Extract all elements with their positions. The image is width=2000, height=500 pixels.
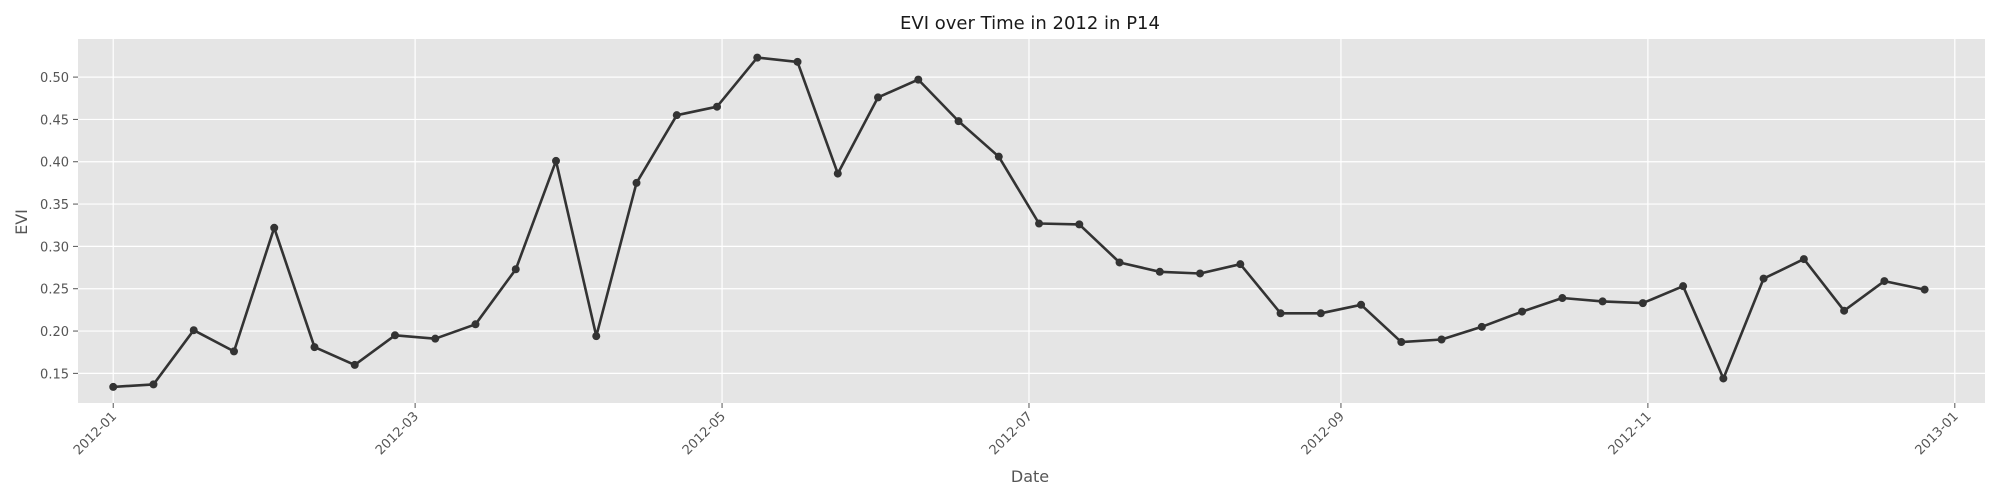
y-axis-ticks: 0.15 0.20 0.25 0.30 0.35 0.40 0.45 0.50 [40, 71, 78, 382]
data-point [1276, 309, 1285, 318]
data-point [1236, 260, 1245, 269]
y-tick-label: 0.20 [40, 325, 69, 340]
plot-area [78, 39, 1985, 403]
x-tick-label: 2012-01 [71, 409, 120, 458]
data-point [914, 75, 923, 84]
data-point [592, 332, 601, 341]
data-point [1598, 297, 1607, 306]
data-point [1115, 258, 1124, 267]
data-point [1035, 219, 1044, 228]
data-point [350, 360, 359, 369]
data-point [310, 343, 319, 352]
data-point [1880, 277, 1889, 286]
data-point [1518, 307, 1527, 316]
y-tick-label: 0.40 [40, 156, 69, 171]
x-tick-label: 2012-11 [1606, 409, 1655, 458]
data-point [713, 102, 722, 111]
data-point [1437, 335, 1446, 344]
x-axis-ticks: 2012-01 2012-03 2012-05 2012-07 2012-09 2012-… [71, 403, 1962, 458]
data-point [1357, 300, 1366, 309]
data-point [833, 169, 842, 178]
data-point [431, 334, 440, 343]
data-point [1397, 338, 1406, 347]
x-tick-label: 2012-09 [1299, 409, 1348, 458]
data-point [1759, 274, 1768, 283]
x-tick-label: 2012-03 [373, 409, 422, 458]
grid-lines [78, 39, 1985, 403]
data-point [1558, 294, 1567, 303]
data-point [1316, 309, 1325, 318]
y-tick-label: 0.30 [40, 240, 69, 255]
data-point [1920, 285, 1929, 294]
series [109, 53, 1929, 391]
data-point [229, 347, 238, 356]
data-point [1719, 374, 1728, 383]
data-point [672, 111, 681, 120]
x-tick-label: 2012-05 [680, 409, 729, 458]
data-point [632, 178, 641, 187]
data-point [1075, 220, 1084, 229]
data-point [1638, 299, 1647, 308]
data-point [189, 326, 198, 335]
data-point [1196, 269, 1205, 278]
data-point [471, 320, 480, 329]
y-tick-label: 0.45 [40, 113, 69, 128]
y-tick-label: 0.50 [40, 71, 69, 86]
chart-title: EVI over Time in 2012 in P14 [900, 13, 1160, 34]
data-point [994, 152, 1003, 161]
y-axis-label: EVI [12, 209, 31, 235]
series-line [113, 56, 1925, 389]
data-point [149, 380, 158, 389]
x-tick-label: 2013-01 [1913, 409, 1962, 458]
data-point [874, 93, 883, 102]
data-point [511, 265, 520, 274]
data-point [270, 223, 279, 232]
data-point [1477, 322, 1486, 331]
data-point [390, 331, 399, 340]
data-point [109, 382, 118, 391]
data-point [1679, 282, 1688, 291]
x-axis-label: Date [1011, 467, 1049, 486]
data-point [954, 117, 963, 126]
data-point [793, 57, 802, 66]
data-point [1155, 267, 1164, 276]
data-point [753, 53, 762, 62]
data-point [552, 156, 561, 165]
y-tick-label: 0.15 [40, 367, 69, 382]
x-tick-label: 2012-07 [987, 409, 1036, 458]
y-tick-label: 0.35 [40, 198, 69, 213]
data-point [1840, 306, 1849, 315]
y-tick-label: 0.25 [40, 283, 69, 298]
data-point [1799, 255, 1808, 264]
